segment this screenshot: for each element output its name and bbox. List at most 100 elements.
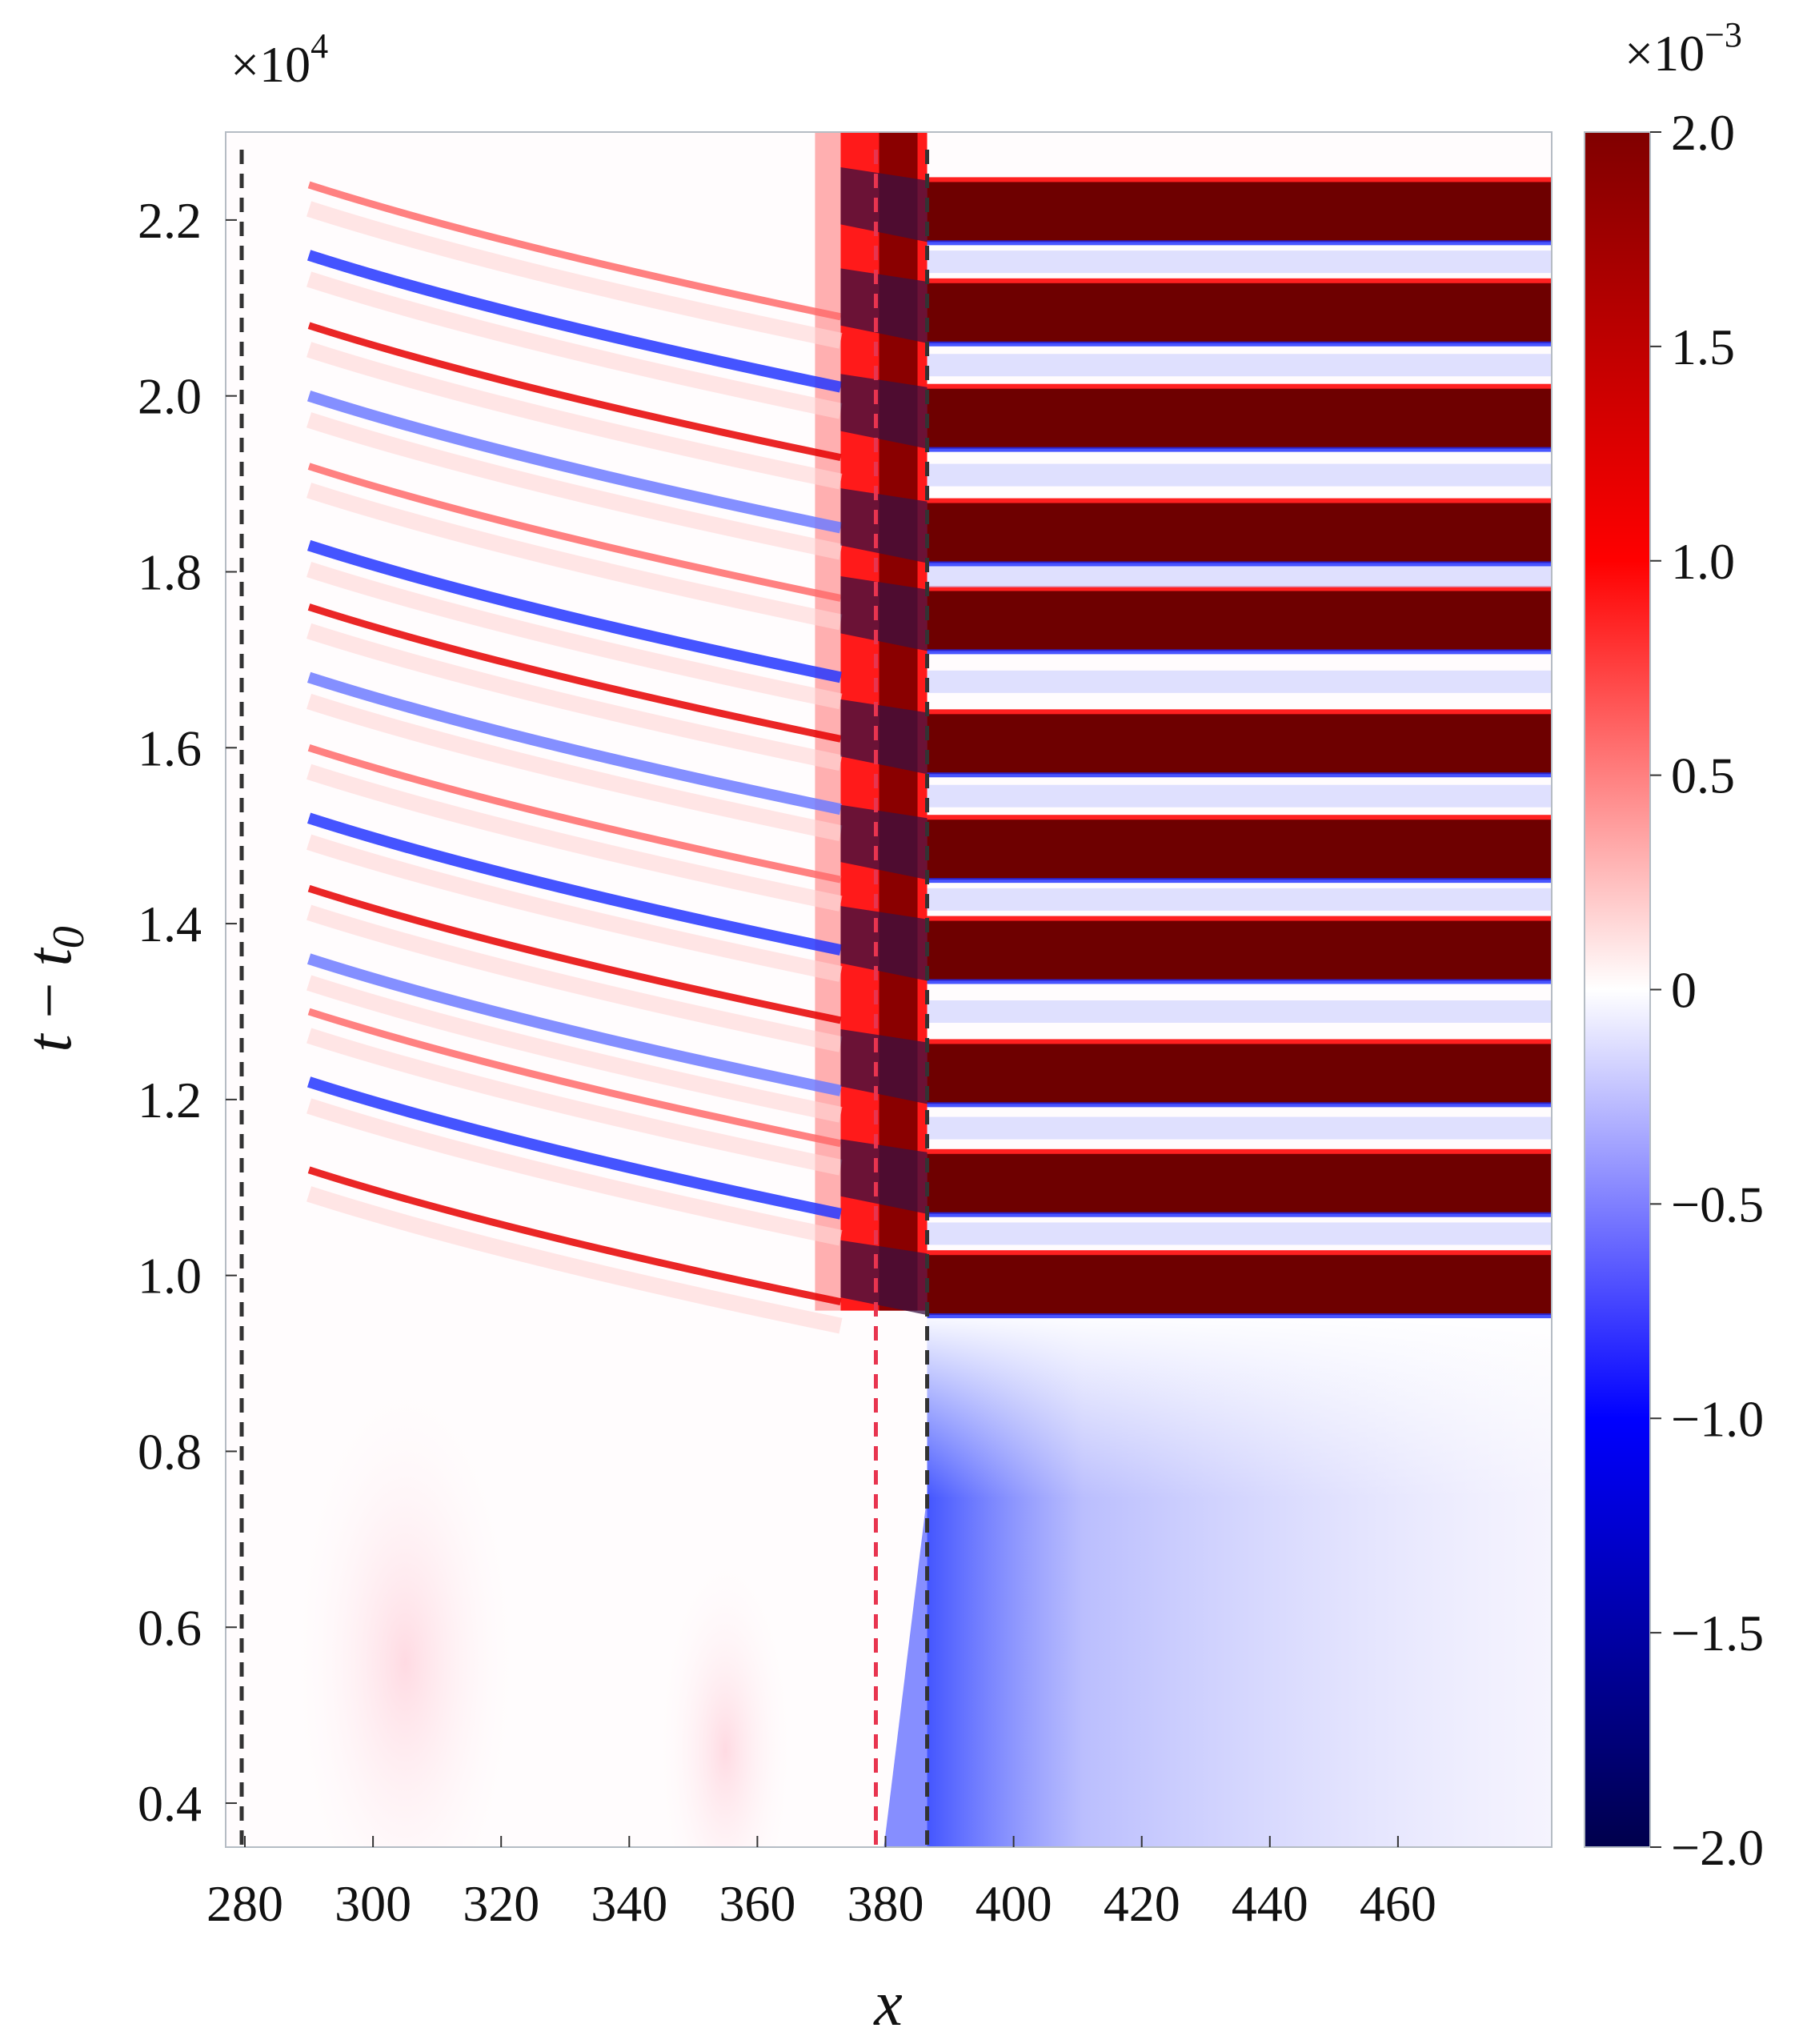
right-band — [927, 1042, 1552, 1104]
x-tick-label: 300 — [335, 1875, 411, 1932]
oblique-streak-halo — [307, 975, 843, 1123]
oblique-streak — [307, 322, 842, 462]
band-junction — [840, 575, 928, 651]
band-junction — [840, 1240, 928, 1316]
oblique-streak-halo — [307, 412, 843, 560]
y-tick-label: 0.8 — [138, 1423, 202, 1480]
heatmap-field — [285, 132, 1552, 1847]
right-band-edge — [927, 561, 1552, 567]
interband-stripe — [927, 250, 1552, 274]
band-junction — [840, 268, 928, 343]
right-band-edge — [927, 1148, 1552, 1154]
y-tick-label: 1.2 — [138, 1072, 202, 1128]
colorbar — [1584, 131, 1651, 1848]
band-junction — [840, 1028, 928, 1104]
right-band-edge — [927, 1102, 1552, 1108]
oblique-streak-halo — [307, 1186, 843, 1334]
right-band-edge — [927, 709, 1552, 715]
right-band — [927, 1253, 1552, 1316]
right-band — [927, 387, 1552, 449]
x-tick-label: 400 — [976, 1875, 1052, 1932]
band-junction — [840, 906, 928, 981]
colorbar-ticks: 2.0 1.5 1.0 0.5 0 −0.5 −1.0 −1.5 −2.0 — [1650, 104, 1764, 1876]
oblique-streak-halo — [307, 693, 843, 842]
right-band-edge — [927, 383, 1552, 389]
x-tick-label: 420 — [1104, 1875, 1180, 1932]
right-band-edge — [927, 916, 1552, 921]
oblique-streak — [307, 812, 842, 956]
y-tick-label: 2.0 — [138, 368, 202, 425]
right-band-edge — [927, 979, 1552, 984]
band-junction — [840, 488, 928, 563]
oblique-streak-halo — [307, 763, 843, 912]
interband-stripe — [927, 463, 1552, 487]
x-tick-label: 340 — [591, 1875, 667, 1932]
right-band — [927, 180, 1552, 242]
weak-positive-blob — [653, 1542, 798, 1847]
oblique-streak — [307, 250, 842, 393]
oblique-streak — [307, 603, 842, 743]
interband-stripe — [927, 784, 1552, 808]
band-junction — [840, 166, 928, 242]
colorbar-tick-label: −2.0 — [1671, 1819, 1764, 1876]
right-band-edge — [927, 586, 1552, 591]
right-band-edge — [927, 1039, 1552, 1044]
negative-region-fade — [927, 1310, 1552, 1847]
y-tick-label: 1.4 — [138, 896, 202, 952]
oblique-streak — [307, 391, 842, 534]
oblique-streak — [307, 884, 842, 1024]
y-tick-label: 2.2 — [138, 192, 202, 249]
right-band — [927, 919, 1552, 981]
right-band-edge — [927, 177, 1552, 182]
oblique-streak-halo — [307, 201, 843, 349]
interband-stripe — [927, 670, 1552, 693]
band-junction — [840, 374, 928, 449]
interband-stripe — [927, 1116, 1552, 1140]
oblique-streak — [307, 1008, 842, 1148]
oblique-streak-halo — [307, 561, 843, 710]
x-tick-label: 360 — [719, 1875, 795, 1932]
oblique-streak — [307, 1076, 842, 1220]
y-tick-label: 1.6 — [138, 719, 202, 776]
colorbar-tick-label: 1.0 — [1671, 533, 1735, 590]
right-band-edge — [927, 341, 1552, 347]
interband-stripe — [927, 1222, 1552, 1245]
x-axis-label: x — [873, 1969, 903, 2039]
right-band — [927, 281, 1552, 343]
right-band-edge — [927, 1313, 1552, 1319]
interband-stripe — [927, 354, 1552, 377]
colorbar-tick-label: −1.0 — [1671, 1390, 1764, 1447]
band-junction — [840, 1139, 928, 1214]
interband-stripe — [927, 888, 1552, 911]
interband-stripe — [927, 1000, 1552, 1023]
colorbar-tick-label: −1.5 — [1671, 1605, 1764, 1661]
y-tick-label: 1.8 — [138, 543, 202, 600]
colorbar-tick-label: 0.5 — [1671, 747, 1735, 804]
oblique-streak — [307, 539, 842, 683]
colorbar-tick-label: −0.5 — [1671, 1176, 1764, 1232]
oblique-streak-halo — [307, 623, 843, 772]
oblique-streak — [307, 463, 842, 602]
oblique-streak-halo — [307, 483, 843, 631]
y-axis-label: t − t0 — [14, 926, 94, 1052]
right-band — [927, 1152, 1552, 1214]
right-band-edge — [927, 1212, 1552, 1217]
x-tick-label: 440 — [1232, 1875, 1308, 1932]
x-axis-ticks: 280 300 320 340 360 380 400 420 440 460 — [206, 1836, 1436, 1932]
oblique-streak — [307, 671, 842, 816]
y-tick-label: 0.4 — [138, 1775, 202, 1832]
weak-positive-blob — [285, 1358, 526, 1847]
right-band-edge — [927, 649, 1552, 655]
y-axis-ticks: 0.4 0.6 0.8 1.0 1.2 1.4 1.6 1.8 2.0 2.2 — [138, 192, 237, 1832]
oblique-streak — [307, 743, 842, 884]
oblique-streak-halo — [307, 271, 843, 419]
y-tick-label: 0.6 — [138, 1599, 202, 1656]
colorbar-multiplier: ×10−3 — [1625, 15, 1742, 82]
x-tick-label: 380 — [847, 1875, 924, 1932]
oblique-streak-halo — [307, 1098, 843, 1246]
y-tick-label: 1.0 — [138, 1248, 202, 1305]
oblique-streak — [307, 1166, 842, 1306]
oblique-streak — [307, 181, 842, 321]
interband-stripe — [927, 564, 1552, 587]
